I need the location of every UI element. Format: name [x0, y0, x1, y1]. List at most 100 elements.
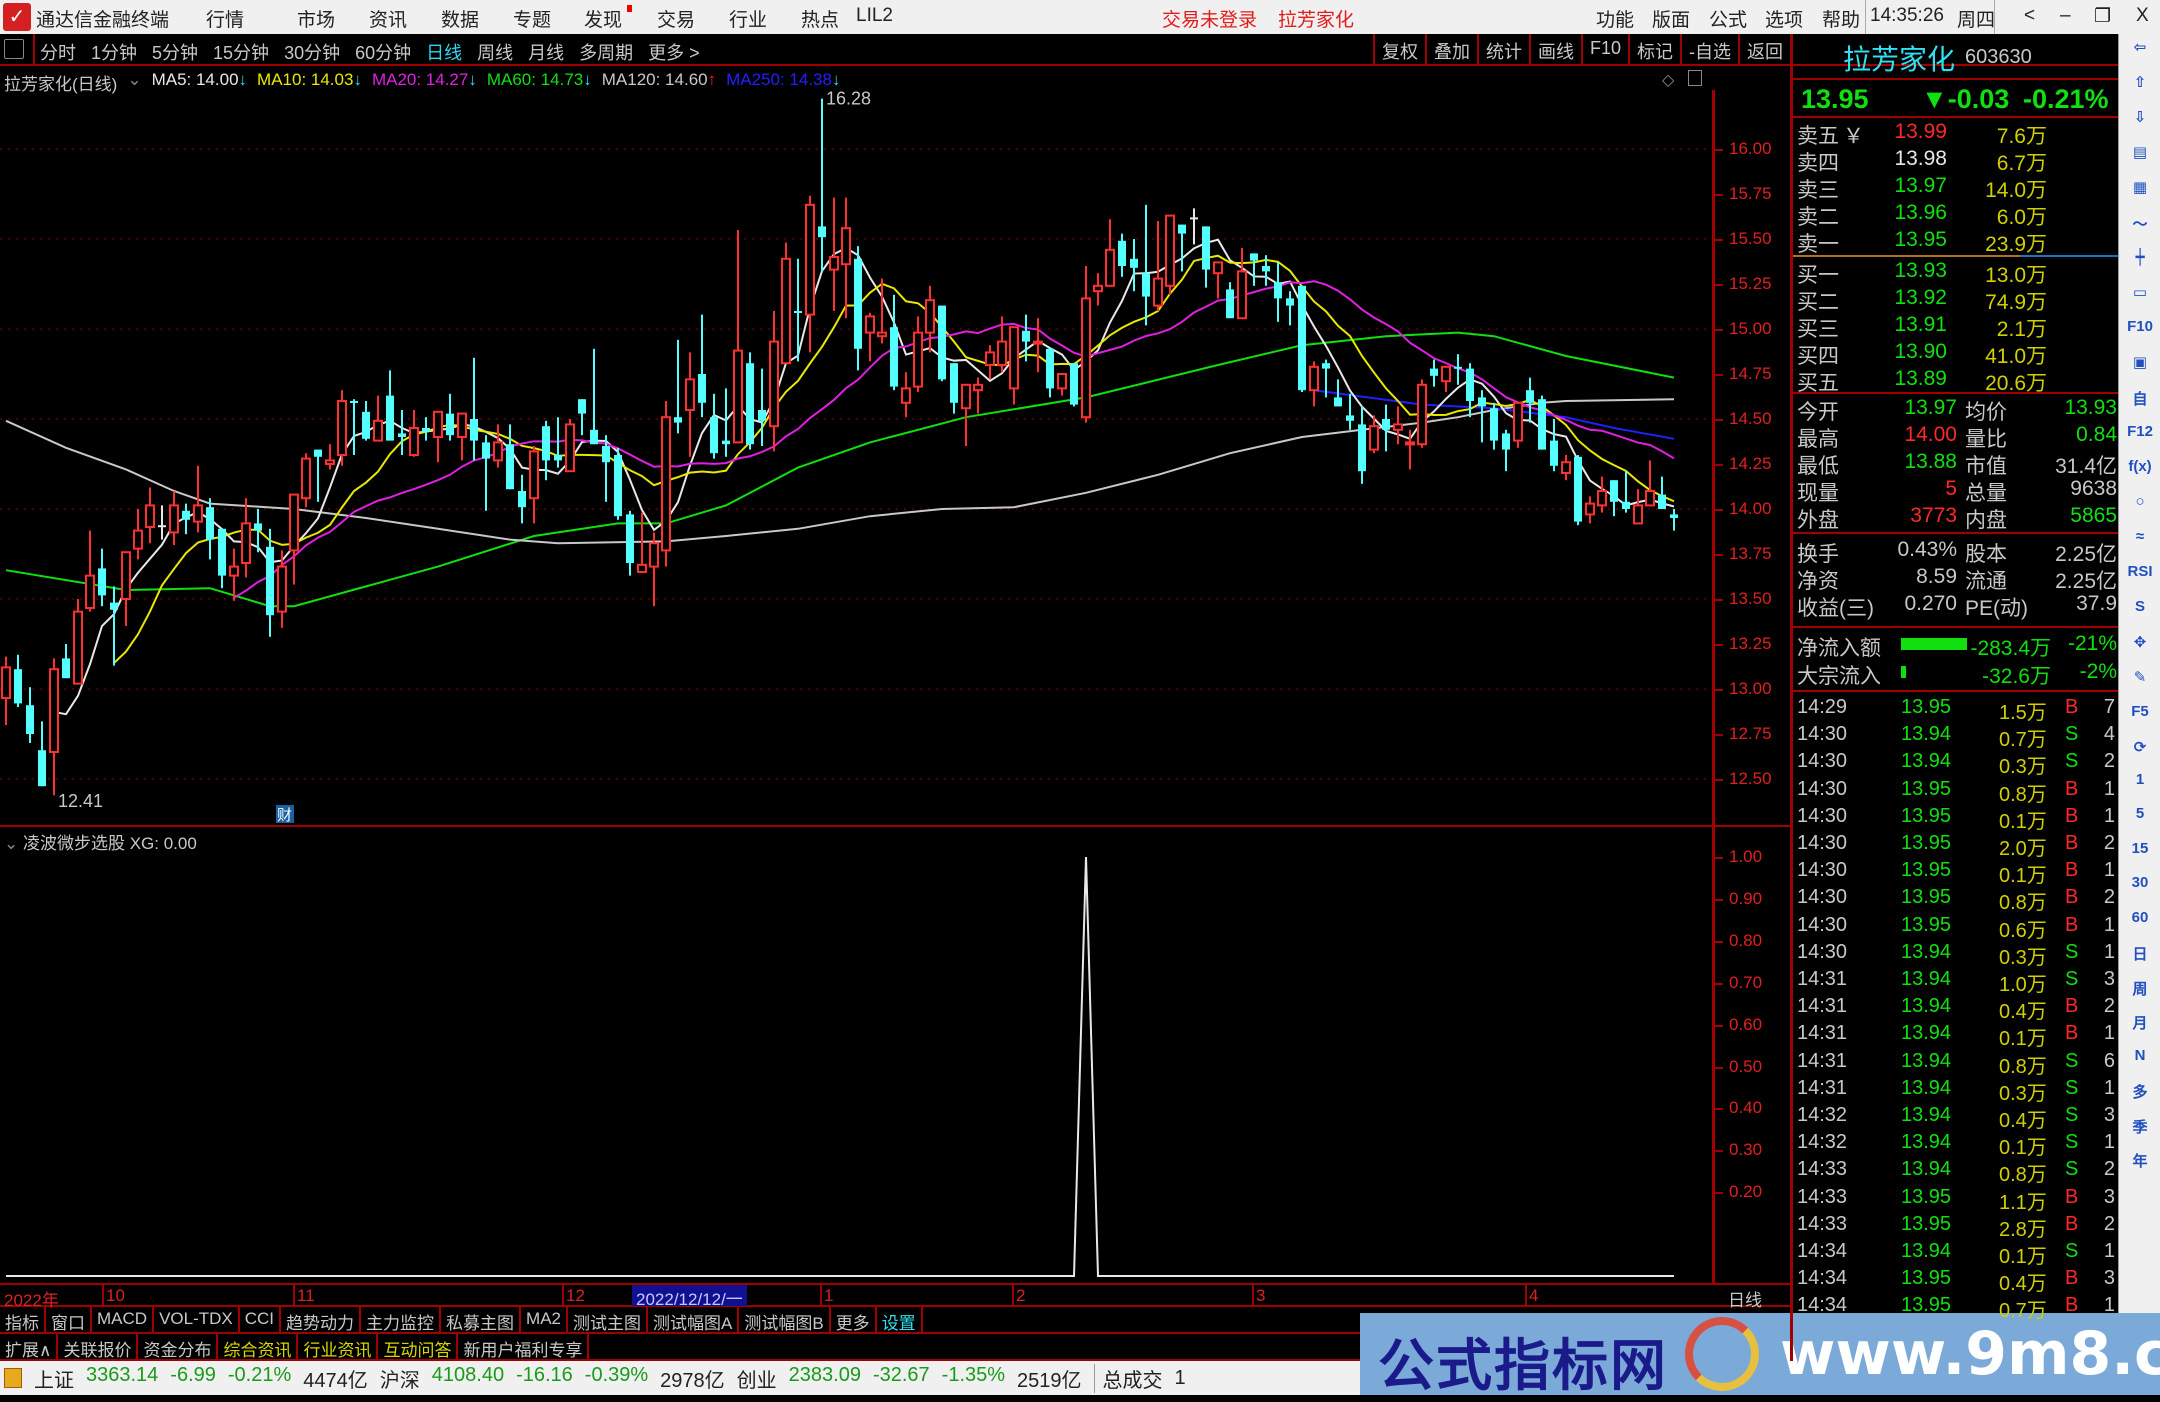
s-indicator-icon[interactable]: S	[2134, 598, 2145, 615]
restore-icon[interactable]: ❐	[2094, 6, 2112, 27]
bottom-tab[interactable]: 综合资讯	[218, 1334, 299, 1360]
index-name[interactable]: 上证	[34, 1369, 74, 1392]
period-multi-icon[interactable]: 多	[2132, 1084, 2148, 1101]
period-60-icon[interactable]: 60	[2131, 908, 2149, 926]
menu-item[interactable]: 资讯	[369, 10, 408, 31]
f5-icon[interactable]: F5	[2131, 703, 2149, 720]
f12-icon[interactable]: F12	[2127, 423, 2153, 440]
menu-item[interactable]: 交易	[657, 10, 696, 31]
toolbar-button[interactable]: F10	[1580, 34, 1628, 64]
window-icon[interactable]	[1688, 70, 1702, 86]
bid-row[interactable]: 买二 13.92 74.9万	[1797, 286, 2117, 314]
ask-row[interactable]: 卖四 13.98 6.7万	[1797, 147, 2117, 175]
bottom-tab[interactable]: CCI	[240, 1307, 282, 1332]
bid-row[interactable]: 买三 13.91 2.1万	[1797, 313, 2117, 341]
menu-item[interactable]: 行情	[206, 10, 245, 31]
quote-table-icon[interactable]: ▤	[2132, 144, 2148, 161]
period-tab[interactable]: 15分钟	[213, 43, 270, 63]
refresh-icon[interactable]: ⟳	[2133, 739, 2147, 756]
bid-row[interactable]: 买一 13.93 13.0万	[1797, 259, 2117, 287]
toolbar-button[interactable]: -自选	[1680, 34, 1738, 64]
menu-item[interactable]: 热点	[801, 10, 840, 31]
finance-marker-icon[interactable]	[276, 805, 294, 823]
ask-row[interactable]: 卖五 ￥ 13.99 7.6万	[1797, 120, 2117, 148]
period-day-icon[interactable]: 日	[2132, 946, 2148, 963]
menu-item-discover[interactable]: 发现	[584, 5, 633, 32]
index-name[interactable]: 创业	[736, 1369, 777, 1392]
menu-options[interactable]: 选项	[1765, 10, 1804, 31]
period-tab[interactable]: 月线	[528, 43, 565, 63]
chart-tool-icon[interactable]: ▣	[2132, 354, 2148, 371]
bid-row[interactable]: 买四 13.90 41.0万	[1797, 340, 2117, 368]
bottom-tab[interactable]: 主力监控	[361, 1307, 442, 1333]
bottom-tab[interactable]: MA2	[521, 1307, 568, 1332]
bottom-tab[interactable]: 指标	[0, 1307, 46, 1333]
chevron-down-icon[interactable]: ⌄	[127, 70, 142, 89]
bottom-tab[interactable]: 窗口	[46, 1307, 92, 1333]
self-select-icon[interactable]: 自	[2132, 391, 2148, 408]
grid-table-icon[interactable]: ▦	[2132, 179, 2148, 196]
toolbar-button[interactable]: 标记	[1628, 34, 1680, 64]
period-tab[interactable]: 日线	[426, 43, 463, 63]
menu-item[interactable]: 市场	[297, 10, 336, 31]
circle-icon[interactable]: ○	[2135, 493, 2145, 510]
window-icon[interactable]: ▭	[2132, 284, 2148, 301]
back-icon[interactable]: <	[2024, 5, 2036, 26]
bottom-tab[interactable]: 私募主图	[441, 1307, 522, 1333]
period-tab[interactable]: 1分钟	[91, 43, 138, 63]
index-icon[interactable]	[4, 1368, 22, 1388]
ask-row[interactable]: 卖三 13.97 14.0万	[1797, 174, 2117, 202]
period-tab[interactable]: 30分钟	[284, 43, 341, 63]
period-tab[interactable]: 更多 >	[648, 43, 700, 63]
bottom-tab[interactable]: 测试幅图B	[739, 1307, 831, 1333]
period-month-icon[interactable]: 月	[2132, 1015, 2148, 1032]
line-chart-icon[interactable]: 〜	[2132, 216, 2148, 233]
ask-row[interactable]: 卖一 13.95 23.9万	[1797, 228, 2117, 256]
minimize-icon[interactable]: –	[2060, 5, 2071, 26]
formula-icon[interactable]: f(x)	[2128, 458, 2152, 475]
period-tab[interactable]: 周线	[477, 43, 514, 63]
bottom-tab[interactable]: 测试幅图A	[648, 1307, 740, 1333]
period-5-icon[interactable]: 5	[2135, 805, 2145, 822]
toolbar-button[interactable]: 统计	[1476, 34, 1529, 64]
period-n-icon[interactable]: N	[2134, 1046, 2146, 1064]
bottom-tab[interactable]: VOL-TDX	[154, 1307, 240, 1332]
period-tab[interactable]: 5分钟	[152, 43, 199, 63]
price-chart[interactable]: 16.28 12.41 财	[0, 90, 1712, 825]
indicator-chart[interactable]	[0, 850, 1712, 1282]
wave-icon[interactable]: ≈	[2135, 528, 2145, 545]
ask-row[interactable]: 卖二 13.96 6.0万	[1797, 201, 2117, 229]
menu-help[interactable]: 帮助	[1822, 10, 1861, 31]
period-tab[interactable]: 60分钟	[355, 43, 412, 63]
menu-function[interactable]: 功能	[1596, 10, 1635, 31]
bottom-tab[interactable]: 趋势动力	[281, 1307, 362, 1333]
up-arrow-icon[interactable]: ⇧	[2133, 74, 2147, 91]
close-icon[interactable]: X	[2136, 5, 2149, 26]
menu-item[interactable]: 数据	[441, 10, 480, 31]
period-week-icon[interactable]: 周	[2132, 980, 2148, 998]
menu-item[interactable]: 专题	[513, 10, 552, 31]
bottom-tab[interactable]: 互动问答	[378, 1334, 459, 1360]
menu-item[interactable]: 行业	[729, 10, 768, 31]
toolbar-button[interactable]: 返回	[1738, 34, 1790, 64]
bottom-tab[interactable]: 行业资讯	[298, 1334, 379, 1360]
bottom-tab[interactable]: 资金分布	[138, 1334, 219, 1360]
back-arrow-icon[interactable]: ⇦	[2133, 39, 2147, 56]
period-30-icon[interactable]: 30	[2131, 874, 2149, 891]
period-tab[interactable]: 多周期	[579, 43, 634, 63]
diamond-icon[interactable]: ◇	[1662, 72, 1675, 89]
toolbar-button[interactable]: 画线	[1528, 34, 1581, 64]
period-year-icon[interactable]: 年	[2132, 1153, 2148, 1170]
move-icon[interactable]: ✥	[2133, 634, 2147, 651]
down-arrow-icon[interactable]: ⇩	[2133, 109, 2147, 126]
chevron-down-icon[interactable]: ⌄	[4, 834, 19, 853]
bottom-tab[interactable]: MACD	[92, 1307, 155, 1332]
menu-item[interactable]: LIL2	[856, 5, 893, 26]
bottom-tab[interactable]: 更多	[831, 1307, 877, 1333]
pencil-icon[interactable]: ✎	[2133, 669, 2147, 686]
candle-chart-icon[interactable]: ┿	[2135, 249, 2145, 266]
toolbar-button[interactable]: 复权	[1372, 34, 1425, 64]
bottom-tab[interactable]: 设置	[877, 1307, 923, 1333]
period-1-icon[interactable]: 1	[2135, 770, 2145, 788]
panel-toggle-icon[interactable]	[4, 39, 24, 59]
